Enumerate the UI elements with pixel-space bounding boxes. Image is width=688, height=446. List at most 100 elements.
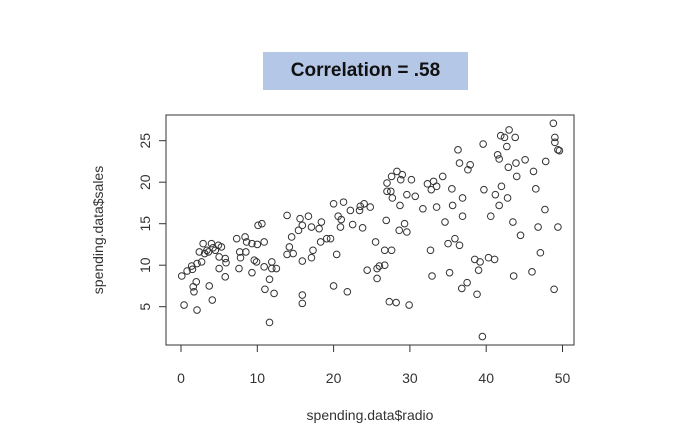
data-point [193,259,201,268]
data-point [241,233,249,241]
data-point [375,262,384,270]
data-point [503,194,512,202]
data-point [495,155,503,163]
data-point [283,250,291,259]
data-point [235,264,243,273]
data-point [479,140,487,148]
data-point [516,231,525,240]
data-point [258,219,266,228]
x-tick-label: 20 [326,370,342,386]
data-point [382,216,391,225]
data-point [265,275,274,284]
y-tick-label: 5 [137,303,153,311]
data-point [215,253,223,261]
data-point [358,224,367,232]
data-point [497,182,506,191]
data-point [329,282,338,290]
data-point [236,253,245,262]
data-point [454,146,462,154]
data-point [438,172,447,181]
data-point [495,201,503,210]
data-point [474,266,483,274]
data-point [426,246,435,255]
data-point [444,239,452,248]
data-point [270,289,278,298]
data-point [304,212,313,221]
data-point [534,223,542,231]
data-point [395,226,404,235]
data-point [448,201,457,210]
data-point [217,243,226,251]
data-point [193,306,201,314]
data-point [387,172,396,181]
data-point [248,239,256,248]
data-point [294,226,303,235]
data-point [529,167,538,176]
data-point [204,248,213,256]
data-point [403,228,411,236]
data-point [296,214,304,223]
data-point [190,287,198,296]
data-point [322,234,331,243]
y-axis-label: spending.data$sales [90,166,106,294]
data-point [551,138,559,147]
data-point [260,263,268,271]
data-point [491,190,500,199]
data-point [541,205,549,214]
data-point [343,287,352,296]
data-point [285,243,294,251]
data-point [317,218,326,226]
data-point [332,250,341,259]
data-point [289,249,297,258]
data-point [554,146,562,154]
data-point [383,179,391,187]
data-point [356,202,365,211]
data-point [242,248,250,256]
data-point [265,318,274,327]
data-point [329,199,338,208]
data-point [254,221,262,230]
data-point [260,238,268,246]
data-point [441,218,449,226]
data-point [528,268,536,276]
plot-frame [165,114,575,346]
data-point [398,170,407,179]
data-point [405,301,413,309]
data-point [505,126,513,134]
data-point [316,238,325,246]
data-point [473,290,481,299]
x-tick-label: 40 [478,370,494,386]
data-point [309,246,317,255]
data-point [221,254,230,263]
data-point [283,211,291,220]
y-tick-label: 25 [137,133,153,149]
data-point [177,272,186,280]
data-point [480,185,488,194]
data-point [307,223,316,231]
data-point [222,258,230,267]
data-point [419,204,427,213]
data-point [205,282,214,290]
data-point [298,291,307,299]
data-point [355,206,364,215]
data-point [476,258,484,266]
data-point [339,198,348,206]
data-point [555,146,564,155]
x-tick-label: 50 [555,370,571,386]
data-point [451,234,459,243]
data-point [463,278,471,287]
data-point [486,212,495,221]
data-point [496,131,505,140]
data-point [432,203,441,211]
data-point [429,177,438,186]
data-point [199,239,207,248]
data-point [551,133,559,142]
data-point [457,284,466,293]
data-point [478,332,487,341]
data-point [371,238,380,246]
data-point [403,190,411,199]
x-tick-label: 10 [250,370,266,386]
data-point [307,253,316,262]
data-point [455,159,464,167]
